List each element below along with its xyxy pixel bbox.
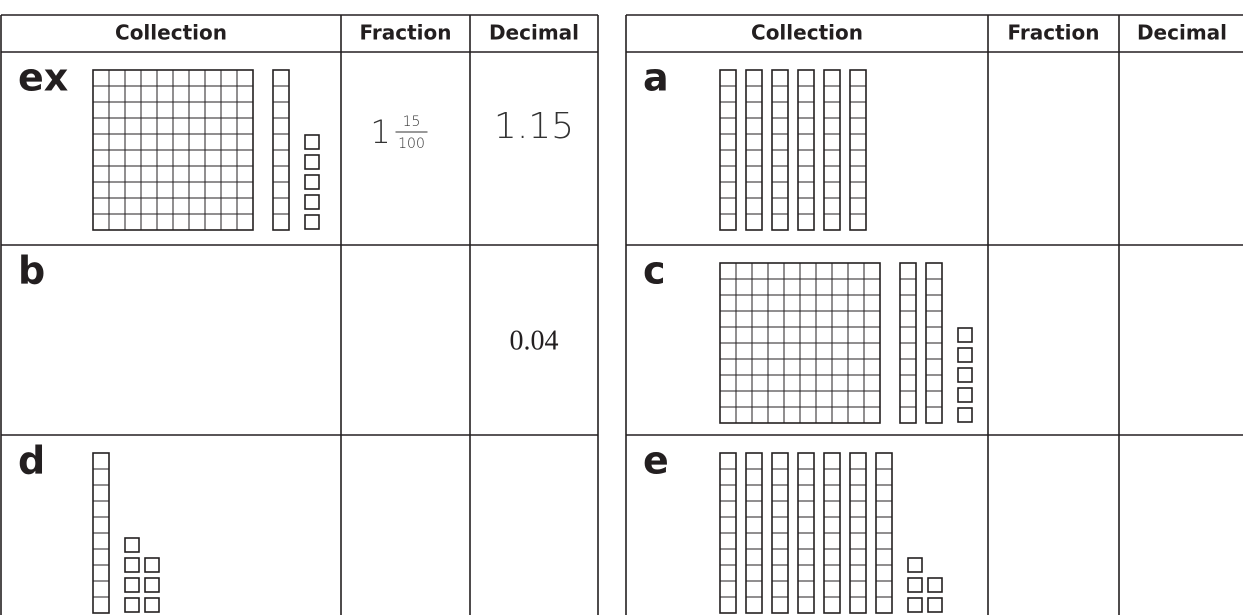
- unit: [304, 194, 320, 210]
- unit: [927, 577, 943, 593]
- flat: [719, 262, 881, 424]
- column-header: Fraction: [1008, 21, 1100, 45]
- unit: [957, 407, 973, 423]
- unit: [957, 387, 973, 403]
- unit: [144, 597, 160, 613]
- unit: [957, 327, 973, 343]
- column-header: Collection: [115, 21, 227, 45]
- unit: [304, 134, 320, 150]
- unit: [144, 557, 160, 573]
- row-label: a: [643, 56, 669, 100]
- rod: [745, 69, 763, 231]
- unit: [124, 577, 140, 593]
- rod: [272, 69, 290, 231]
- row-label: ex: [18, 56, 68, 100]
- rod: [719, 69, 737, 231]
- rod: [849, 452, 867, 614]
- unit: [907, 577, 923, 593]
- row-label: b: [18, 249, 45, 293]
- rod: [875, 452, 893, 614]
- flat: [92, 69, 254, 231]
- fraction-denominator: 100: [398, 136, 425, 152]
- decimal: 0.04: [510, 325, 559, 356]
- rod: [925, 262, 943, 424]
- row-label: e: [643, 439, 669, 483]
- rod: [771, 69, 789, 231]
- rod: [849, 69, 867, 231]
- unit: [957, 367, 973, 383]
- rod: [719, 452, 737, 614]
- column-header: Decimal: [1137, 21, 1227, 45]
- unit: [124, 537, 140, 553]
- rod: [797, 452, 815, 614]
- table: Collection Fraction Decimal a c e: [625, 14, 1243, 615]
- column-header: Fraction: [360, 21, 452, 45]
- unit: [304, 214, 320, 230]
- unit: [144, 577, 160, 593]
- fraction-whole: 1: [370, 113, 390, 151]
- rod: [797, 69, 815, 231]
- unit: [304, 154, 320, 170]
- row-label: d: [18, 439, 45, 483]
- rod: [823, 69, 841, 231]
- unit: [907, 557, 923, 573]
- column-header: Collection: [751, 21, 863, 45]
- table: Collection Fraction Decimal ex 1 15 100 1.15 b 0.…: [0, 14, 599, 615]
- unit: [907, 597, 923, 613]
- fraction-numerator: 15: [403, 114, 421, 130]
- rod: [745, 452, 763, 614]
- rod: [823, 452, 841, 614]
- rod: [92, 452, 110, 614]
- decimal: 1.15: [494, 106, 574, 147]
- column-header: Decimal: [489, 21, 579, 45]
- unit: [957, 347, 973, 363]
- unit: [927, 597, 943, 613]
- unit: [304, 174, 320, 190]
- unit: [124, 557, 140, 573]
- rod: [771, 452, 789, 614]
- row-label: c: [643, 249, 666, 293]
- rod: [899, 262, 917, 424]
- unit: [124, 597, 140, 613]
